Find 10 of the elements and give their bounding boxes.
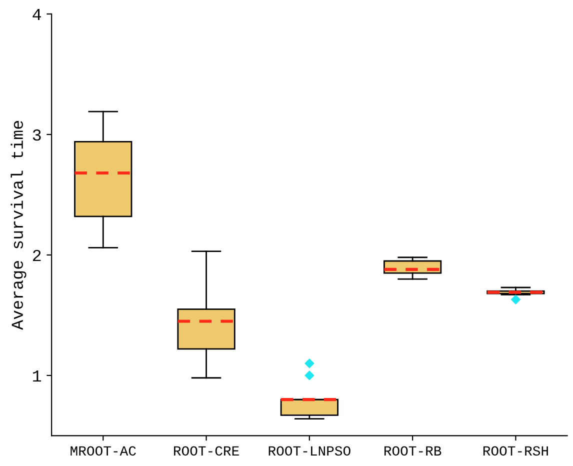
x-tick-label: ROOT-LNPSO	[268, 446, 350, 456]
y-tick-label: 1	[33, 370, 42, 382]
y-axis-title: Average survival time	[10, 120, 26, 330]
x-tick-label: ROOT-RSH	[483, 446, 548, 456]
x-tick-label: MROOT-AC	[70, 446, 136, 456]
x-tick-label: ROOT-RB	[384, 446, 442, 456]
y-tick-label: 4	[32, 9, 41, 20]
x-tick-label: ROOT-CRE	[174, 446, 239, 456]
y-tick-label: 2	[33, 250, 41, 262]
y-tick-label: 3	[32, 129, 41, 141]
